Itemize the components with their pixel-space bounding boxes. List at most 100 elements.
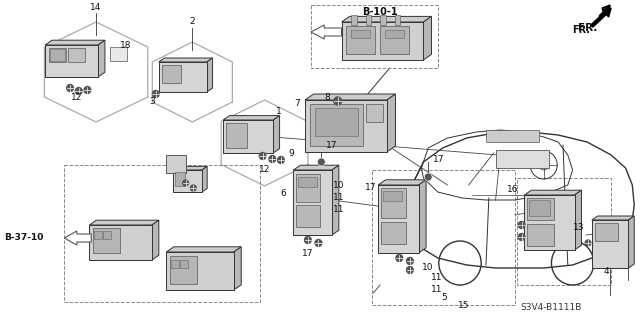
Bar xyxy=(365,104,383,122)
Bar xyxy=(109,47,127,61)
Text: 8: 8 xyxy=(324,93,330,101)
Polygon shape xyxy=(378,180,426,185)
Bar xyxy=(293,170,332,235)
Bar xyxy=(372,170,515,305)
Bar xyxy=(49,48,66,62)
Text: 7: 7 xyxy=(294,99,300,108)
Polygon shape xyxy=(45,40,105,45)
Polygon shape xyxy=(293,165,339,170)
Bar xyxy=(298,177,317,187)
Bar xyxy=(64,165,260,302)
Bar xyxy=(173,170,202,192)
Circle shape xyxy=(305,236,311,243)
Circle shape xyxy=(84,86,91,93)
Text: 11: 11 xyxy=(333,204,344,213)
Circle shape xyxy=(269,155,276,162)
Bar xyxy=(170,256,197,284)
Bar xyxy=(305,100,387,152)
Circle shape xyxy=(67,85,74,92)
Text: 1: 1 xyxy=(276,108,282,116)
Bar xyxy=(380,15,386,25)
Bar xyxy=(527,224,554,246)
Bar xyxy=(529,200,550,216)
Text: 11: 11 xyxy=(431,285,443,293)
Circle shape xyxy=(406,257,413,264)
Polygon shape xyxy=(305,94,396,100)
Text: B-10-1: B-10-1 xyxy=(362,7,398,17)
Text: 11: 11 xyxy=(333,192,344,202)
Polygon shape xyxy=(592,216,634,220)
Bar xyxy=(94,231,102,239)
Polygon shape xyxy=(223,115,280,120)
Polygon shape xyxy=(575,190,582,250)
Text: 11: 11 xyxy=(431,273,443,283)
Text: 17: 17 xyxy=(365,183,376,192)
Text: 3: 3 xyxy=(149,97,155,106)
Text: 12: 12 xyxy=(71,93,83,102)
Bar xyxy=(365,15,371,25)
Polygon shape xyxy=(98,40,105,77)
Polygon shape xyxy=(332,165,339,235)
Bar xyxy=(180,260,188,268)
Bar xyxy=(223,120,273,153)
Circle shape xyxy=(191,185,196,191)
Bar xyxy=(592,220,628,268)
Text: 10: 10 xyxy=(422,263,433,271)
Bar xyxy=(351,15,357,25)
Polygon shape xyxy=(152,220,159,260)
Text: 9: 9 xyxy=(289,149,294,158)
Bar xyxy=(166,252,234,290)
Bar xyxy=(315,108,358,136)
Circle shape xyxy=(585,240,591,246)
Text: S3V4-B1111B: S3V4-B1111B xyxy=(521,303,582,313)
Text: 15: 15 xyxy=(458,300,470,309)
Text: 13: 13 xyxy=(573,224,584,233)
Text: 17: 17 xyxy=(302,249,314,257)
Bar xyxy=(166,155,186,173)
Text: 6: 6 xyxy=(280,189,285,197)
Polygon shape xyxy=(628,216,634,268)
Circle shape xyxy=(334,97,342,105)
Text: 17: 17 xyxy=(326,142,338,151)
Circle shape xyxy=(278,157,284,164)
Bar xyxy=(516,178,611,285)
Polygon shape xyxy=(207,58,212,92)
Circle shape xyxy=(518,234,525,241)
Bar xyxy=(380,26,409,54)
Text: FR.: FR. xyxy=(572,25,590,35)
Polygon shape xyxy=(387,94,396,152)
Bar xyxy=(50,49,65,61)
Circle shape xyxy=(317,158,325,166)
Bar xyxy=(385,30,404,38)
Bar xyxy=(103,231,111,239)
Bar xyxy=(175,172,185,186)
Polygon shape xyxy=(173,167,207,170)
Text: 18: 18 xyxy=(120,41,132,49)
Circle shape xyxy=(406,266,413,273)
Bar xyxy=(311,5,438,68)
Bar xyxy=(486,130,539,142)
Polygon shape xyxy=(419,180,426,253)
Polygon shape xyxy=(273,115,280,153)
Bar xyxy=(381,188,406,218)
Circle shape xyxy=(182,180,189,186)
Polygon shape xyxy=(64,231,92,245)
Bar xyxy=(226,123,247,148)
Polygon shape xyxy=(202,167,207,192)
Text: 10: 10 xyxy=(333,181,344,189)
Polygon shape xyxy=(311,25,342,39)
Text: B-37-10: B-37-10 xyxy=(4,234,43,242)
Circle shape xyxy=(259,152,266,160)
Bar xyxy=(342,22,424,60)
Bar xyxy=(394,15,400,25)
Bar xyxy=(68,48,86,62)
Bar xyxy=(346,26,375,54)
Polygon shape xyxy=(159,58,212,62)
Bar xyxy=(161,65,180,83)
Circle shape xyxy=(396,255,403,262)
Polygon shape xyxy=(342,16,431,22)
Bar xyxy=(595,223,618,241)
Text: 16: 16 xyxy=(508,186,518,195)
Text: 4: 4 xyxy=(604,268,609,277)
Bar xyxy=(527,198,554,220)
